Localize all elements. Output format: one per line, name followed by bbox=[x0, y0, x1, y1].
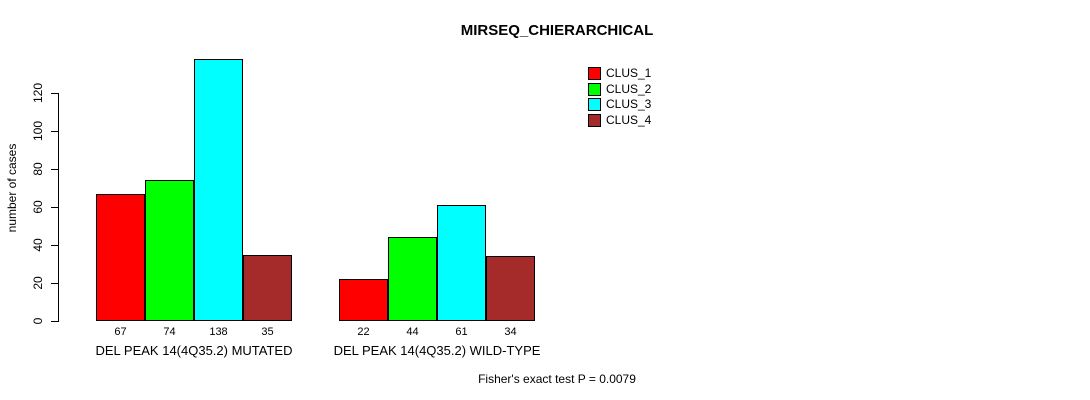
x-category-label: DEL PEAK 14(4Q35.2) WILD-TYPE bbox=[333, 343, 541, 358]
legend-label: CLUS_1 bbox=[606, 66, 652, 81]
legend-item: CLUS_2 bbox=[588, 82, 651, 98]
legend-swatch-clus1 bbox=[588, 67, 601, 81]
bar-value-label: 35 bbox=[261, 326, 274, 338]
x-category-label: DEL PEAK 14(4Q35.2) MUTATED bbox=[95, 343, 293, 358]
y-axis-tick-label: 60 bbox=[31, 200, 45, 214]
legend: CLUS_1 CLUS_2 CLUS_3 CLUS_4 bbox=[588, 66, 651, 128]
y-axis-tick-label: 100 bbox=[31, 120, 45, 142]
bar-value-label: 22 bbox=[357, 326, 370, 338]
bar-value-label: 67 bbox=[114, 326, 127, 338]
legend-swatch-clus3 bbox=[588, 98, 601, 112]
y-axis-tick bbox=[51, 245, 58, 246]
bar-clus_2-group1 bbox=[145, 180, 194, 321]
bar-clus_3-group1 bbox=[194, 58, 243, 321]
bar-value-label: 34 bbox=[504, 326, 517, 338]
bar-value-label: 44 bbox=[406, 326, 419, 338]
y-axis-tick-label: 0 bbox=[31, 317, 45, 325]
y-axis-tick bbox=[51, 169, 58, 170]
y-axis-tick bbox=[51, 283, 58, 284]
legend-label: CLUS_4 bbox=[606, 112, 652, 127]
legend-label: CLUS_3 bbox=[606, 97, 652, 112]
y-axis-tick bbox=[51, 93, 58, 94]
legend-item: CLUS_1 bbox=[588, 66, 651, 82]
chart-title: MIRSEQ_CHIERARCHICAL bbox=[460, 22, 654, 39]
bar-clus_3-group2 bbox=[437, 205, 486, 321]
annotation-text: Fisher's exact test P = 0.0079 bbox=[478, 372, 636, 386]
legend-item: CLUS_4 bbox=[588, 113, 651, 129]
y-axis-line bbox=[58, 93, 59, 322]
y-axis-tick-label: 80 bbox=[31, 162, 45, 176]
y-axis-tick bbox=[51, 131, 58, 132]
bar-clus_4-group1 bbox=[243, 254, 292, 321]
y-axis-tick-label: 20 bbox=[31, 276, 45, 290]
bar-clus_4-group2 bbox=[486, 256, 535, 321]
y-axis-tick-label: 40 bbox=[31, 238, 45, 252]
legend-label: CLUS_2 bbox=[606, 81, 652, 96]
bar-value-label: 138 bbox=[209, 326, 228, 338]
bar-clus_2-group2 bbox=[388, 237, 437, 321]
y-axis-tick bbox=[51, 207, 58, 208]
legend-item: CLUS_3 bbox=[588, 97, 651, 113]
legend-swatch-clus2 bbox=[588, 82, 601, 96]
bar-value-label: 61 bbox=[455, 326, 468, 338]
y-axis-tick bbox=[51, 321, 58, 322]
bar-value-label: 74 bbox=[163, 326, 176, 338]
y-axis-tick-label: 120 bbox=[31, 82, 45, 104]
bar-clus_1-group2 bbox=[339, 279, 388, 321]
legend-swatch-clus4 bbox=[588, 113, 601, 127]
bar-clus_1-group1 bbox=[96, 193, 145, 321]
